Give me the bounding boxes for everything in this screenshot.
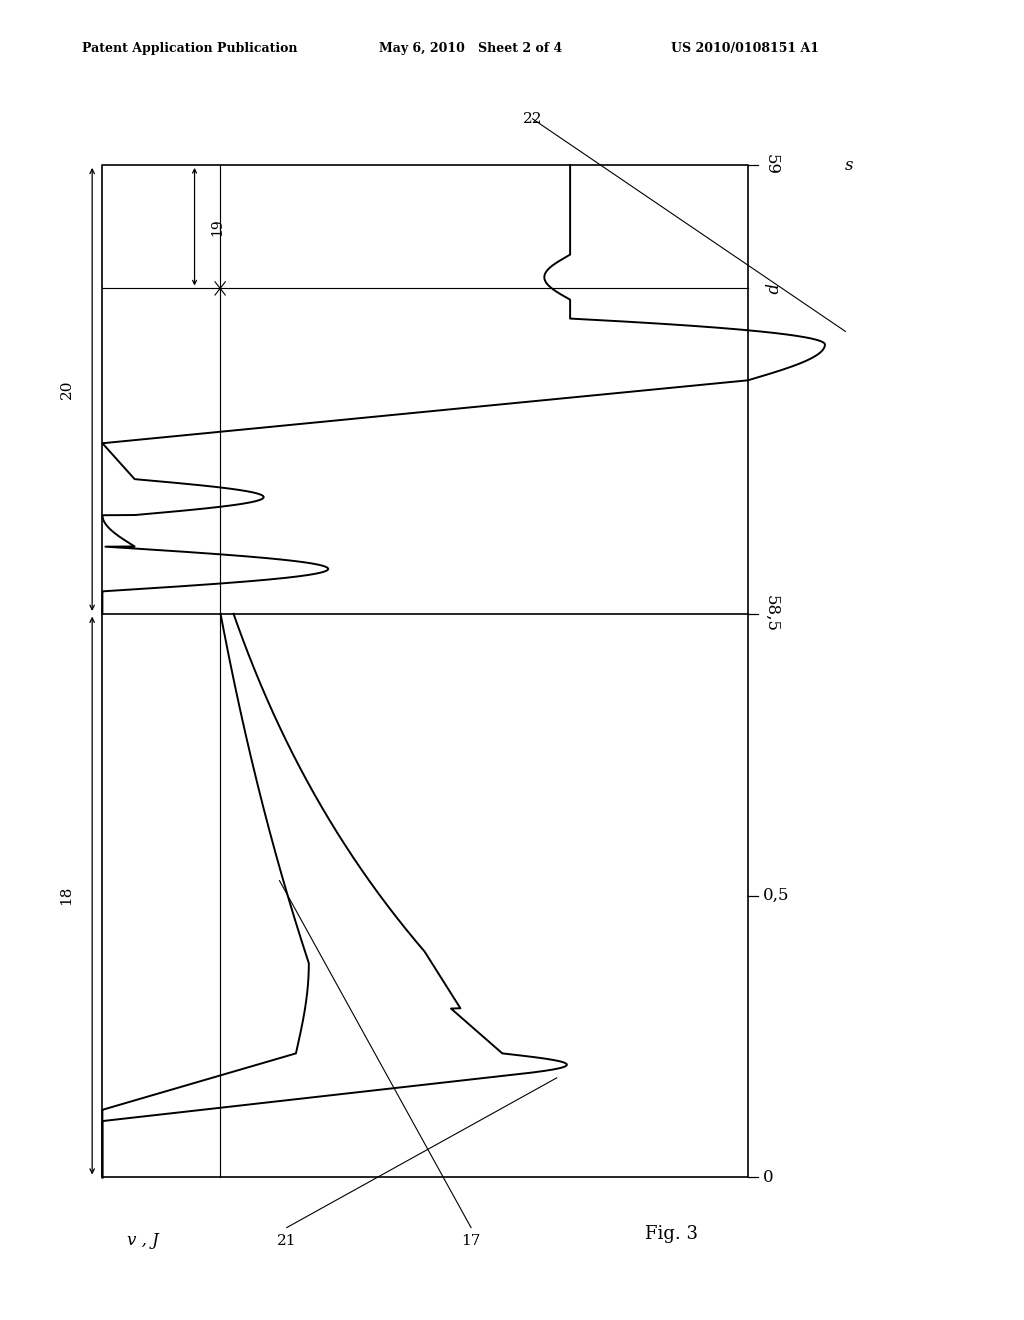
Text: Fig. 3: Fig. 3 — [645, 1225, 698, 1243]
Text: 18: 18 — [59, 886, 74, 906]
Text: 0,5: 0,5 — [763, 887, 790, 904]
Text: s: s — [845, 157, 853, 173]
Text: v , J: v , J — [127, 1233, 160, 1249]
Text: 19: 19 — [210, 218, 224, 235]
Text: 21: 21 — [276, 1234, 297, 1247]
Text: 0: 0 — [763, 1170, 773, 1185]
Text: 17: 17 — [462, 1234, 480, 1247]
Text: 58,5: 58,5 — [763, 595, 780, 632]
Text: US 2010/0108151 A1: US 2010/0108151 A1 — [671, 42, 819, 55]
Text: 22: 22 — [522, 112, 543, 125]
Text: May 6, 2010   Sheet 2 of 4: May 6, 2010 Sheet 2 of 4 — [379, 42, 562, 55]
Text: Patent Application Publication: Patent Application Publication — [82, 42, 297, 55]
Text: 20: 20 — [59, 380, 74, 399]
Text: p: p — [763, 282, 780, 294]
Text: 59: 59 — [763, 154, 780, 176]
